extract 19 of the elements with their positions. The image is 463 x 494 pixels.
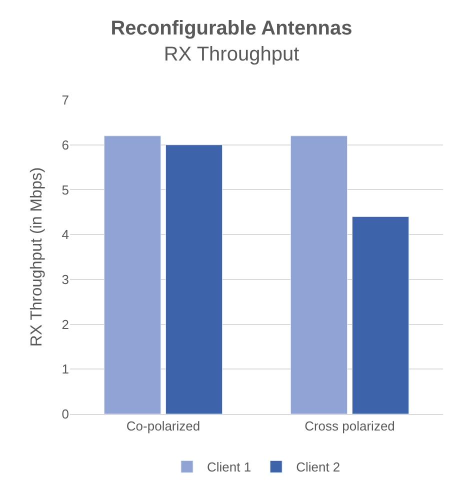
y-tick-label: 5 [62, 182, 69, 198]
x-tick-label: Co-polarized [126, 418, 200, 434]
y-tick-label: 0 [62, 406, 69, 422]
y-tick-label: 2 [62, 316, 69, 332]
chart-title: Reconfigurable Antennas [110, 18, 352, 40]
bar [352, 216, 410, 414]
y-axis-title: RX Throughput (in Mbps) [28, 167, 46, 347]
bar [290, 136, 348, 414]
chart-subtitle: RX Throughput [164, 44, 300, 66]
bar [104, 136, 162, 414]
y-tick-label: 1 [62, 362, 69, 377]
legend-label: Client 2 [296, 460, 340, 475]
y-tick-label: 6 [62, 137, 69, 152]
y-tick-label: 3 [62, 272, 69, 287]
y-tick-label: 7 [62, 92, 69, 108]
y-tick-label: 4 [62, 227, 69, 242]
bar [165, 144, 223, 414]
x-tick-label: Cross polarized [304, 418, 395, 434]
legend-label: Client 1 [207, 460, 252, 475]
